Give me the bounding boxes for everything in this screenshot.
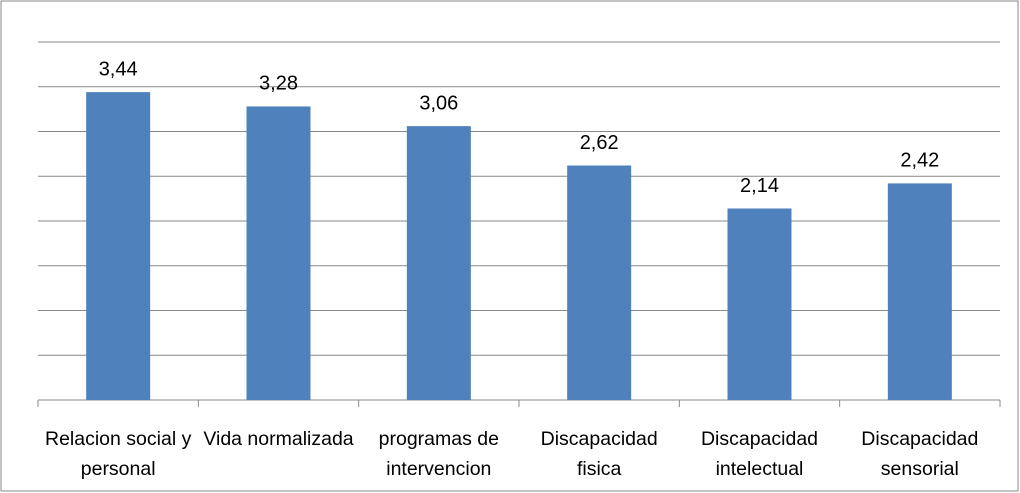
x-tick-label: Discapacidad fisica xyxy=(540,428,658,480)
x-tick-label: programas de intervencion xyxy=(378,428,499,480)
data-label: 3,28 xyxy=(259,73,298,95)
bar xyxy=(86,92,151,401)
bar xyxy=(246,106,311,400)
data-label: 3,06 xyxy=(419,92,458,114)
data-label: 2,62 xyxy=(580,132,619,154)
x-tick-label: Discapacidad sensorial xyxy=(861,428,979,480)
x-tick-label: Discapacidad intelectual xyxy=(700,428,819,480)
bar xyxy=(567,165,632,400)
x-tick-label: Relacion social y personal xyxy=(45,428,192,480)
x-tick-label: Vida normalizada xyxy=(203,428,354,450)
bar xyxy=(406,126,471,400)
data-label: 2,42 xyxy=(900,150,939,172)
bar xyxy=(887,183,952,400)
data-label: 2,14 xyxy=(740,175,779,197)
data-label: 3,44 xyxy=(99,58,138,80)
bar xyxy=(727,208,792,400)
